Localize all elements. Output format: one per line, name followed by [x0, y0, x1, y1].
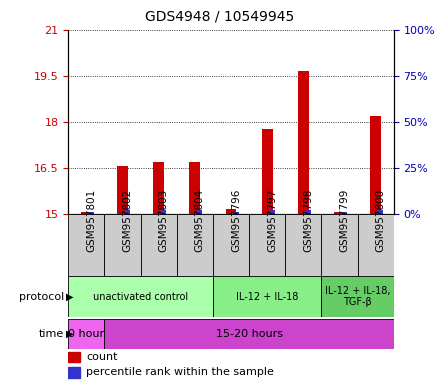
Bar	[177, 214, 213, 277]
Bar	[305, 210, 311, 214]
Bar	[342, 212, 347, 214]
Bar	[117, 166, 128, 214]
Bar	[140, 214, 177, 277]
Bar	[334, 212, 345, 214]
Bar	[68, 352, 80, 362]
Text: ▶: ▶	[66, 329, 73, 339]
Bar	[68, 276, 213, 317]
Bar	[298, 71, 309, 214]
Bar	[285, 214, 322, 277]
Bar	[81, 212, 92, 214]
Text: IL-12 + IL-18: IL-12 + IL-18	[236, 291, 298, 302]
Text: 0 hour: 0 hour	[68, 329, 104, 339]
Text: unactivated control: unactivated control	[93, 291, 188, 302]
Text: GSM957803: GSM957803	[159, 189, 169, 252]
Bar	[104, 214, 140, 277]
Bar	[88, 212, 94, 214]
Text: ▶: ▶	[66, 291, 73, 302]
Text: count: count	[86, 352, 117, 362]
Text: GSM957798: GSM957798	[303, 189, 313, 252]
Bar	[322, 214, 358, 277]
Text: GSM957799: GSM957799	[340, 189, 349, 252]
Text: GSM957800: GSM957800	[376, 189, 386, 252]
Bar	[153, 162, 164, 214]
Bar	[161, 210, 166, 214]
Bar	[104, 319, 394, 349]
Text: 15-20 hours: 15-20 hours	[216, 329, 282, 339]
Bar	[213, 214, 249, 277]
Text: percentile rank within the sample: percentile rank within the sample	[86, 367, 274, 377]
Bar	[233, 212, 238, 214]
Bar	[370, 116, 381, 214]
Bar	[322, 276, 394, 317]
Bar	[269, 210, 275, 214]
Bar	[249, 214, 285, 277]
Text: GDS4948 / 10549945: GDS4948 / 10549945	[145, 10, 295, 23]
Bar	[68, 367, 80, 378]
Bar	[378, 210, 383, 214]
Text: GSM957796: GSM957796	[231, 189, 241, 252]
Bar	[213, 276, 322, 317]
Bar	[262, 129, 273, 214]
Text: protocol: protocol	[18, 291, 64, 302]
Text: IL-12 + IL-18,
TGF-β: IL-12 + IL-18, TGF-β	[325, 286, 390, 308]
Text: time: time	[39, 329, 64, 339]
Text: GSM957797: GSM957797	[267, 189, 277, 252]
Bar	[358, 214, 394, 277]
Text: GSM957802: GSM957802	[122, 189, 132, 252]
Bar	[197, 210, 202, 214]
Bar	[68, 214, 104, 277]
Bar	[125, 210, 130, 214]
Text: GSM957804: GSM957804	[195, 189, 205, 252]
Bar	[189, 162, 200, 214]
Text: GSM957801: GSM957801	[86, 189, 96, 252]
Bar	[68, 319, 104, 349]
Bar	[226, 209, 236, 214]
